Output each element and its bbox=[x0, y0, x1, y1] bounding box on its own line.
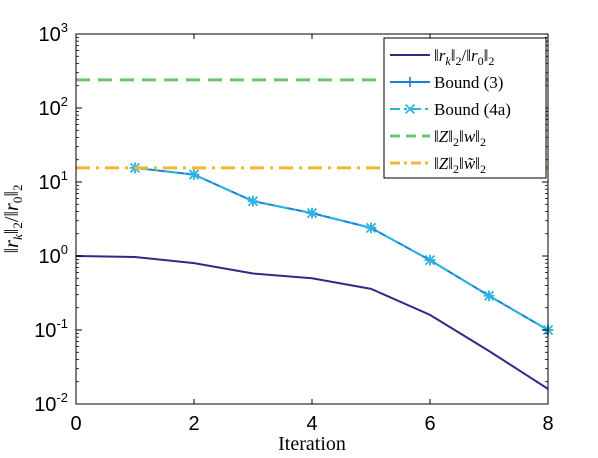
series-layer bbox=[75, 78, 554, 390]
tick-labels: 0 2 4 6 8 10-2 10-1 100 101 102 103 bbox=[34, 20, 553, 435]
series-line-2 bbox=[134, 166, 549, 331]
data-point bbox=[483, 290, 495, 302]
data-point bbox=[306, 207, 318, 219]
x-tick-label: 0 bbox=[70, 413, 81, 435]
legend-label: ‖Z‖2‖w‖2 bbox=[434, 127, 486, 149]
x-axis-label: Iteration bbox=[278, 433, 346, 455]
legend: ‖rk‖2/‖r0‖2 Bound (3) Bound (4a) ‖Z‖2‖w‖2 ‖Z… bbox=[383, 37, 547, 179]
legend-entry: ‖Z‖2‖w‖2 bbox=[390, 127, 486, 149]
y-tick-label: 10-1 bbox=[34, 316, 68, 342]
y-tick-label: 10-2 bbox=[34, 390, 68, 416]
y-tick-label: 103 bbox=[39, 20, 68, 46]
legend-entry: ‖Z‖2‖w̃‖2 bbox=[390, 154, 486, 176]
y-tick-label: 100 bbox=[39, 242, 68, 268]
y-tick-label: 101 bbox=[39, 168, 68, 194]
x-tick-label: 4 bbox=[306, 413, 317, 435]
legend-label: ‖rk‖2/‖r0‖2 bbox=[434, 46, 494, 68]
x-tick-label: 2 bbox=[188, 413, 199, 435]
data-point bbox=[365, 222, 377, 234]
data-point bbox=[247, 195, 259, 207]
x-tick-label: 6 bbox=[424, 413, 435, 435]
legend-label: Bound (4a) bbox=[434, 100, 511, 119]
legend-entry: Bound (4a) bbox=[390, 100, 511, 119]
legend-label: ‖Z‖2‖w̃‖2 bbox=[434, 154, 486, 176]
legend-label: Bound (3) bbox=[434, 73, 503, 92]
x-tick-label: 8 bbox=[542, 413, 553, 435]
y-tick-label: 102 bbox=[39, 94, 68, 120]
legend-entry: Bound (3) bbox=[390, 73, 503, 92]
y-axis-label: ‖rk‖2/‖r0‖2 bbox=[1, 185, 25, 254]
data-point bbox=[424, 254, 436, 266]
data-point bbox=[188, 169, 200, 181]
series-line-1 bbox=[134, 166, 549, 331]
series-line-0 bbox=[75, 255, 549, 390]
